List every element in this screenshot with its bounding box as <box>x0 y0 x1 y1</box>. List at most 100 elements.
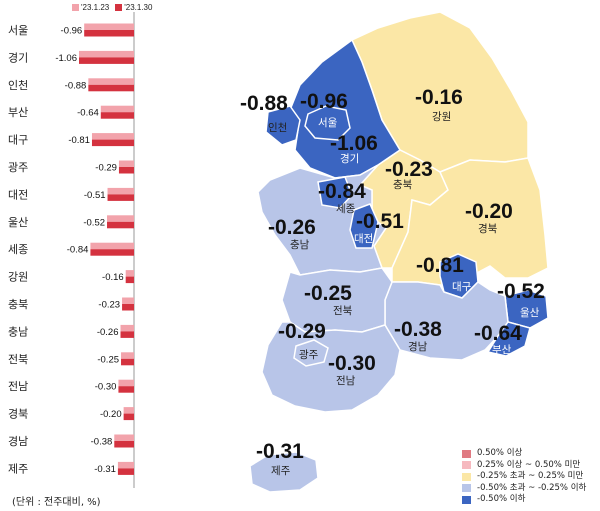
bar-전북-series-2 <box>121 358 134 366</box>
category-label-2: 인천 <box>8 78 28 92</box>
bar-대구-series-2 <box>91 139 134 147</box>
bar-대구-series-1 <box>91 133 134 140</box>
bar-인천-series-2 <box>88 84 134 92</box>
value-label-4: -0.81 <box>68 135 90 146</box>
value-label-5: -0.29 <box>95 163 117 174</box>
value-label-14: -0.20 <box>100 409 122 420</box>
region-jeju <box>249 451 319 493</box>
value-label-6: -0.51 <box>84 190 106 201</box>
bar-chart: 서울 -0.96 경기 -1.06 인천 -0.88 부산 -0.64 대구 -0.81 광주 -0.… <box>8 12 135 488</box>
map-name-gyeongnam: 경남 <box>408 340 428 353</box>
bar-경기-series-1 <box>79 50 134 58</box>
legend-swatch <box>462 472 471 481</box>
category-label-1: 경기 <box>8 51 28 64</box>
value-label-16: -0.31 <box>94 464 116 475</box>
map-name-jeonnam: 전남 <box>336 375 356 387</box>
legend-item-series-1: '23.1.23 <box>72 3 109 12</box>
legend-swatch <box>462 495 471 504</box>
map-legend-item: -0.25% 초과 ~ 0.25% 미만 <box>462 471 586 483</box>
map-value-incheon: -0.88 <box>240 92 288 115</box>
legend-swatch <box>462 449 471 458</box>
map-name-gangwon: 강원 <box>432 111 451 123</box>
legend-swatch <box>462 484 471 493</box>
map-name-chungnam: 충남 <box>290 239 310 251</box>
category-label-13: 전남 <box>8 380 28 393</box>
bar-전북-series-1 <box>121 352 134 359</box>
map-name-seoul: 서울 <box>318 117 338 129</box>
category-label-4: 대구 <box>8 134 28 147</box>
map-name-gwangju: 광주 <box>299 349 319 361</box>
map-name-ulsan: 울산 <box>520 307 540 319</box>
map-value-gangwon: -0.16 <box>415 86 463 109</box>
legend-item-series-2: '23.1.30 <box>115 3 152 12</box>
category-label-12: 전북 <box>8 353 28 366</box>
map-name-gyeongbuk: 경북 <box>478 222 498 235</box>
map-legend-item: 0.50% 이상 <box>462 448 586 460</box>
map-name-daegu: 대구 <box>452 281 472 293</box>
bar-경남-series-2 <box>114 441 134 448</box>
bar-제주-series-1 <box>117 461 134 469</box>
bar-제주-series-2 <box>117 468 134 475</box>
region-daejeon <box>349 203 379 249</box>
bar-서울-series-2 <box>84 30 134 37</box>
bar-충북-series-1 <box>122 297 134 304</box>
category-label-7: 울산 <box>8 216 28 229</box>
bar-울산-series-2 <box>107 221 134 229</box>
map-value-chungnam: -0.26 <box>268 216 316 239</box>
map-name-sejong: 세종 <box>336 203 356 215</box>
map-value-gyeongbuk: -0.20 <box>465 200 513 223</box>
bar-group: 서울 -0.96 경기 -1.06 인천 -0.88 부산 -0.64 대구 -0.81 광주 -0.… <box>8 23 134 475</box>
map-value-ulsan: -0.52 <box>497 280 545 303</box>
bar-강원-series-2 <box>125 276 134 284</box>
bar-부산-series-2 <box>100 112 134 119</box>
map-value-jeonbuk: -0.25 <box>304 282 352 305</box>
map-value-gyeonggi: -1.06 <box>330 132 378 155</box>
value-label-7: -0.52 <box>83 217 105 228</box>
category-label-15: 경남 <box>8 435 28 448</box>
bar-전남-series-2 <box>118 386 134 393</box>
map-legend-item: 0.25% 이상 ~ 0.50% 미만 <box>462 460 586 472</box>
bar-대전-series-2 <box>107 194 134 201</box>
region-jeonnam <box>261 321 401 413</box>
category-label-9: 강원 <box>8 271 28 284</box>
map-legend: 0.50% 이상 0.25% 이상 ~ 0.50% 미만 -0.25% 초과 ~… <box>462 448 586 506</box>
map-value-gyeongnam: -0.38 <box>394 318 442 341</box>
category-label-3: 부산 <box>8 106 28 119</box>
value-label-13: -0.30 <box>95 382 117 393</box>
bar-서울-series-1 <box>84 23 134 30</box>
category-label-5: 광주 <box>8 161 28 174</box>
region-seoul <box>304 105 351 141</box>
category-label-11: 충남 <box>8 325 28 338</box>
bar-대전-series-1 <box>107 187 134 195</box>
map-name-jeju: 제주 <box>271 465 291 477</box>
bar-전남-series-1 <box>118 379 134 387</box>
category-label-0: 서울 <box>8 24 28 37</box>
map-name-daejeon: 대전 <box>354 233 373 245</box>
region-gwangju <box>293 339 329 367</box>
bar-광주-series-2 <box>118 167 134 174</box>
map-value-daegu: -0.81 <box>416 254 464 277</box>
region-sejong <box>317 176 353 209</box>
value-label-12: -0.25 <box>97 354 119 365</box>
map-legend-item: -0.50% 초과 ~ -0.25% 이하 <box>462 483 586 495</box>
value-label-0: -0.96 <box>61 26 83 37</box>
map-value-jeju: -0.31 <box>256 440 304 463</box>
region-chungnam <box>257 164 388 276</box>
bar-경남-series-1 <box>114 434 134 441</box>
value-label-8: -0.84 <box>67 245 89 256</box>
bar-경북-series-1 <box>123 407 134 414</box>
map-value-daejeon: -0.51 <box>356 210 404 233</box>
map-value-seoul: -0.96 <box>300 90 348 113</box>
category-label-10: 충북 <box>8 298 28 311</box>
legend-swatch <box>462 461 471 470</box>
map-value-gwangju: -0.29 <box>278 320 326 343</box>
value-label-3: -0.64 <box>77 108 99 119</box>
map-name-gyeonggi: 경기 <box>340 152 359 165</box>
bar-부산-series-1 <box>100 105 134 113</box>
map-name-incheon: 인천 <box>268 122 287 134</box>
category-label-8: 세종 <box>8 243 28 256</box>
category-label-6: 대전 <box>8 188 28 201</box>
map-value-sejong: -0.84 <box>318 180 366 203</box>
bar-경기-series-2 <box>79 57 134 64</box>
map-legend-item: -0.50% 이하 <box>462 494 586 506</box>
